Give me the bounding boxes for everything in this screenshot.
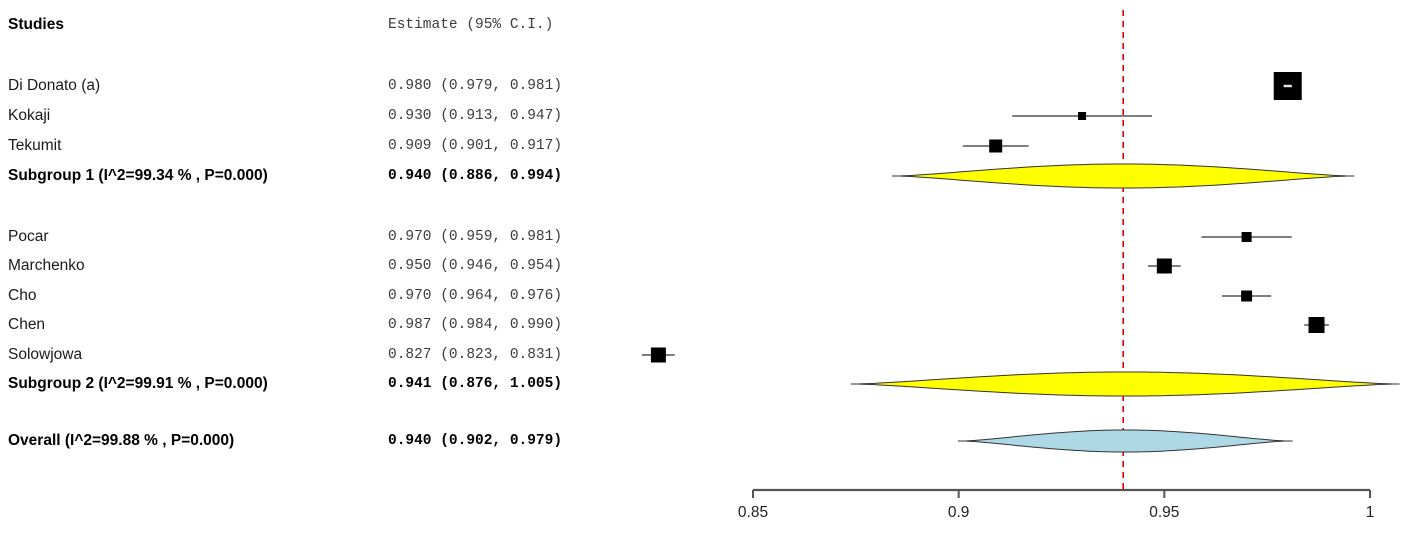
- study-row-name: Chen: [8, 316, 46, 333]
- estimate-marker: [1156, 258, 1172, 274]
- study-row-estimate: 0.950 (0.946, 0.954): [388, 258, 563, 274]
- estimate-marker: [1308, 317, 1325, 333]
- study-row-estimate: 0.930 (0.913, 0.947): [388, 108, 563, 124]
- study-row-estimate: 0.987 (0.984, 0.990): [388, 317, 563, 333]
- overall-row-name: Overall (I^2=99.88 % , P=0.000): [8, 432, 235, 449]
- study-row-name: Tekumit: [8, 137, 62, 154]
- study-row-name: Cho: [8, 287, 37, 304]
- column-header-estimate: Estimate (95% C.I.): [388, 17, 554, 33]
- x-axis-tick-label: 0.9: [948, 504, 970, 521]
- study-row-name: Di Donato (a): [8, 77, 101, 94]
- overall-diamond: [966, 429, 1284, 453]
- study-row-name: Kokaji: [8, 107, 51, 124]
- estimate-marker: [989, 139, 1003, 153]
- subgroup-diamond: [901, 163, 1346, 189]
- study-row-estimate: 0.909 (0.901, 0.917): [388, 138, 563, 154]
- study-row-estimate: 0.980 (0.979, 0.981): [388, 78, 563, 94]
- x-axis-tick-label: 0.85: [738, 504, 768, 521]
- subgroup-row-estimate: 0.941 (0.876, 1.005): [388, 376, 563, 392]
- subgroup-row-estimate: 0.940 (0.886, 0.994): [388, 168, 563, 184]
- overall-row-estimate: 0.940 (0.902, 0.979): [388, 433, 563, 449]
- estimate-marker: [1241, 290, 1253, 302]
- estimate-marker: [1078, 112, 1087, 120]
- study-row-estimate: 0.970 (0.964, 0.976): [388, 288, 563, 304]
- subgroup-diamond: [859, 371, 1391, 397]
- x-axis-tick-label: 0.95: [1149, 504, 1179, 521]
- estimate-marker: [1241, 232, 1252, 242]
- study-row-estimate: 0.827 (0.823, 0.831): [388, 347, 563, 363]
- study-row-estimate: 0.970 (0.959, 0.981): [388, 229, 563, 245]
- estimate-marker: [650, 347, 666, 363]
- column-header-studies: Studies: [8, 16, 64, 33]
- study-row-name: Solowjowa: [8, 346, 83, 363]
- x-axis-tick-label: 1: [1366, 504, 1375, 521]
- subgroup-row-name: Subgroup 2 (I^2=99.91 % , P=0.000): [8, 375, 268, 392]
- study-row-name: Pocar: [8, 228, 49, 245]
- study-row-name: Marchenko: [8, 257, 85, 274]
- subgroup-row-name: Subgroup 1 (I^2=99.34 % , P=0.000): [8, 167, 268, 184]
